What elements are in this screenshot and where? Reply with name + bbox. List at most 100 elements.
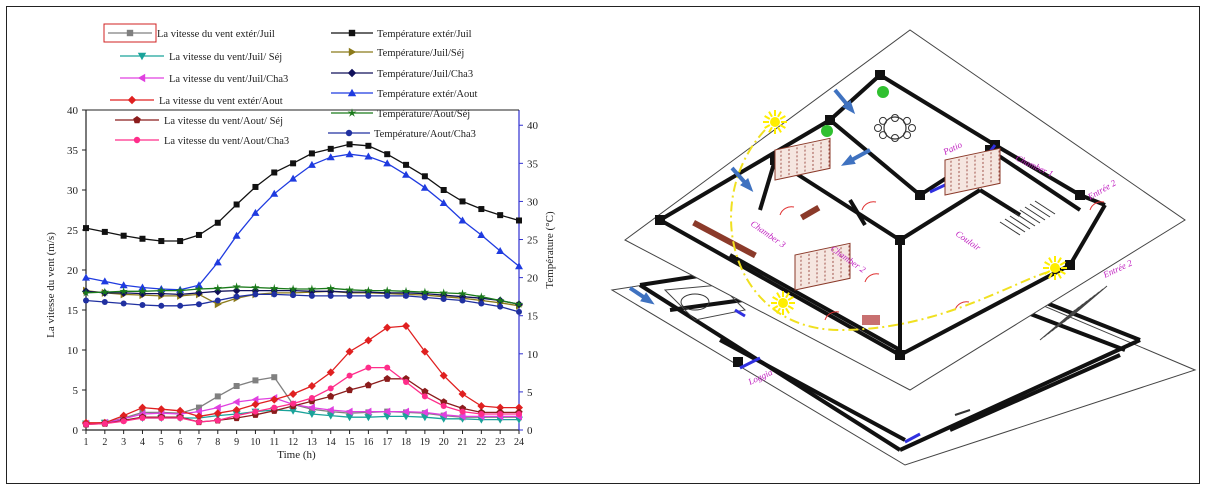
- temperature-data-point: [514, 299, 524, 308]
- sun-ray: [785, 307, 790, 314]
- sun-ray: [777, 126, 782, 133]
- temperature-series-line: [85, 286, 520, 305]
- door-arc: [779, 206, 795, 216]
- temperature-data-point: [232, 286, 241, 295]
- sun-icon: [1043, 256, 1067, 280]
- temperature-series-1: [83, 286, 523, 310]
- temperature-data-point: [270, 189, 279, 197]
- wind-data-point: [326, 368, 335, 377]
- y-left-tick-label: 15: [67, 305, 79, 317]
- sun-ray: [776, 292, 781, 299]
- pillar: [825, 115, 835, 125]
- temperature-data-point: [478, 206, 485, 213]
- wind-data-point: [233, 412, 240, 419]
- legend-label: La vitesse du vent/Juil/Cha3: [169, 74, 288, 85]
- wind-data-point: [383, 323, 392, 332]
- wind-data-point: [214, 393, 221, 400]
- legend-entry-wind-0: La vitesse du vent extér/Juil: [103, 23, 275, 43]
- wind-data-point: [458, 412, 466, 421]
- temperature-data-point: [495, 296, 505, 305]
- y-right-axis-title: Température (°C): [544, 211, 556, 289]
- wind-data-point: [158, 415, 165, 421]
- wind-data-point: [440, 398, 448, 406]
- temperature-data-point: [308, 150, 315, 157]
- sun-ray: [1048, 257, 1053, 264]
- wind-data-point: [326, 412, 335, 420]
- pillar: [915, 190, 925, 200]
- wind-data-point: [307, 382, 316, 390]
- wind-data-point: [157, 405, 166, 414]
- stair-step: [1024, 206, 1046, 221]
- temperature-data-point: [326, 287, 335, 296]
- wind-data-point: [383, 407, 391, 416]
- wind-data-point: [327, 385, 334, 392]
- temperature-data-point: [232, 231, 241, 239]
- temperature-data-point: [81, 288, 91, 297]
- y-right-tick-label: 10: [527, 349, 539, 361]
- pillar: [875, 70, 885, 80]
- x-tick-label: 11: [269, 437, 279, 448]
- wind-data-point: [364, 336, 373, 345]
- temperature-data-point: [83, 225, 89, 232]
- wind-data-point: [403, 379, 410, 385]
- temperature-data-point: [308, 292, 315, 299]
- lower-staircase: [1039, 285, 1108, 341]
- pillar: [1075, 190, 1085, 200]
- sun-ray: [777, 111, 782, 118]
- window-blue: [929, 183, 946, 194]
- x-tick-label: 7: [196, 437, 201, 448]
- temperature-data-point: [421, 173, 428, 180]
- temperature-data-point: [439, 288, 448, 297]
- x-tick-label: 6: [178, 437, 183, 448]
- line-chart: 1 2 3 4 5 6 7 8 9 10 11 12 13 14 15 16 17 18 19 20 21 22 23 24T…: [45, 23, 556, 461]
- wind-data-point: [289, 407, 298, 415]
- dining-chair: [908, 124, 916, 132]
- sun-icon: [763, 110, 787, 134]
- sun-ray: [779, 124, 786, 129]
- wind-data-point: [440, 403, 447, 409]
- upper-floor-sheet: [624, 29, 1186, 391]
- wind-data-point: [251, 400, 260, 409]
- wall: [899, 263, 1071, 357]
- airflow-arrow-icon: [833, 88, 856, 115]
- temperature-data-point: [384, 292, 391, 299]
- dining-chair: [878, 131, 887, 140]
- wind-data-point: [120, 418, 127, 425]
- legend-label: Température/Aout/Cha3: [374, 129, 476, 140]
- y-left-tick-label: 0: [73, 425, 79, 437]
- wind-data-point: [497, 411, 504, 417]
- temperature-data-point: [251, 208, 260, 216]
- wall: [899, 338, 1141, 452]
- wall: [978, 188, 1022, 217]
- legend-entry-wind-1: La vitesse du vent/Juil/ Séj: [120, 52, 282, 63]
- y-right-tick-label: 0: [527, 425, 533, 437]
- sun-ray: [779, 115, 786, 120]
- wind-data-point: [271, 374, 278, 381]
- sun-ray: [764, 124, 771, 129]
- x-tick-label: 10: [250, 437, 260, 448]
- x-tick-label: 2: [102, 437, 107, 448]
- wind-data-point: [252, 377, 259, 384]
- temperature-data-point: [440, 187, 447, 193]
- wind-data-point: [326, 406, 334, 414]
- wall: [993, 143, 1082, 197]
- temperature-data-point: [119, 281, 128, 289]
- temperature-data-point: [213, 258, 222, 266]
- legend-label: Température extér/Juil: [377, 29, 472, 40]
- sun-ray: [1044, 270, 1051, 275]
- wind-data-point: [119, 411, 128, 420]
- stair-step: [1004, 218, 1026, 233]
- temperature-data-point: [402, 170, 411, 178]
- y-left-tick-label: 40: [67, 105, 79, 117]
- door-arc: [864, 273, 880, 283]
- wind-data-point: [384, 364, 391, 371]
- dining-chair: [903, 131, 912, 140]
- legend-entry-temperature-0: Température extér/Juil: [331, 29, 472, 40]
- temperature-data-point: [364, 152, 373, 160]
- wall: [878, 73, 997, 147]
- temperature-data-point: [327, 292, 334, 299]
- temperature-data-point: [119, 286, 128, 295]
- door-arc: [824, 311, 840, 321]
- legend-entry-temperature-2: Température/Juil/Cha3: [331, 68, 473, 80]
